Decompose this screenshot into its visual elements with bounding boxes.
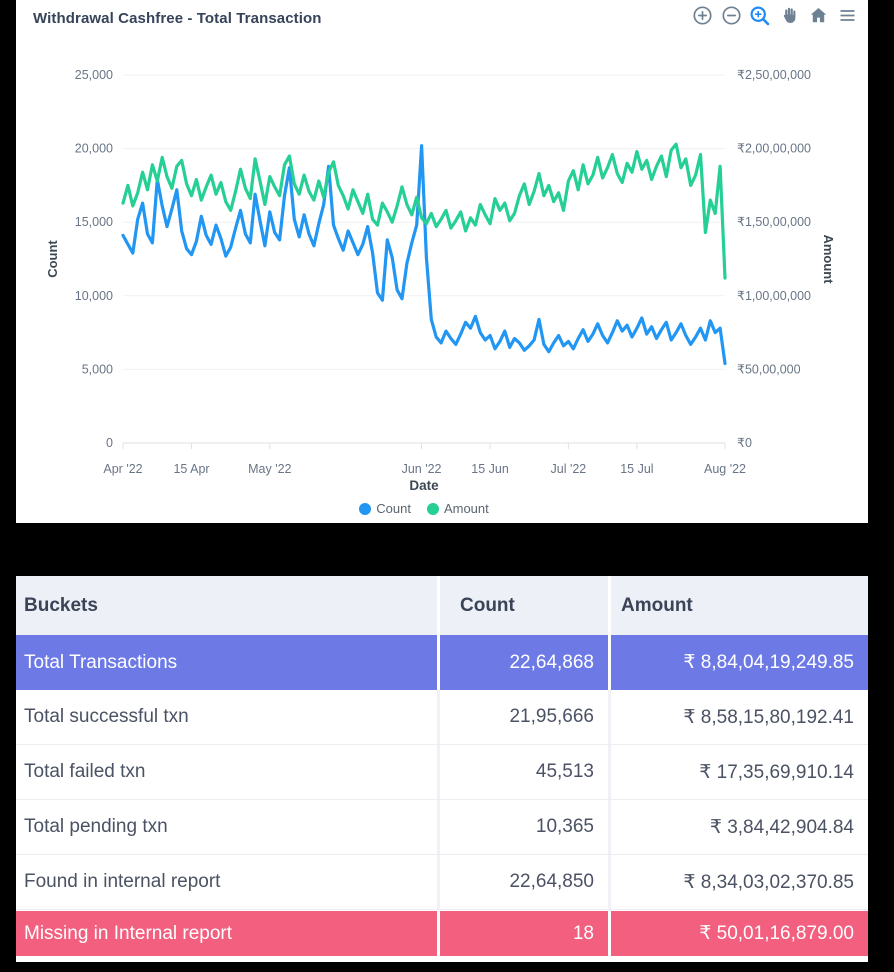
summary-table: Buckets Count Amount Total Transactions 22,6… [16, 576, 868, 962]
y-left-tick-label: 25,000 [75, 68, 113, 82]
x-axis-title: Date [409, 478, 439, 493]
bucket-cell: Total failed txn [16, 745, 440, 799]
amount-cell: ₹ 8,58,15,80,192.41 [683, 706, 854, 728]
bucket-cell: Total Transactions [16, 635, 440, 690]
bucket-cell: Total successful txn [16, 690, 440, 744]
count-cell: 45,513 [440, 745, 611, 799]
legend-marker-count [359, 502, 372, 515]
chart-legend: Count Amount [123, 501, 725, 516]
menu-icon [837, 5, 858, 31]
legend-item-count[interactable]: Count [359, 501, 411, 516]
count-cell: 10,365 [440, 800, 611, 854]
count-cell: 18 [440, 911, 611, 956]
series-line-count [121, 144, 727, 366]
y-left-axis-title: Count [45, 240, 60, 278]
bucket-cell: Missing in Internal report [16, 911, 440, 956]
table-header-row: Buckets Count Amount [16, 576, 868, 635]
table-row: Total pending txn 10,365 ₹ 3,84,42,904.84 [16, 800, 868, 855]
pan-icon [779, 5, 800, 31]
pan-button[interactable] [778, 7, 800, 29]
y-right-tick-label: ₹1,50,00,000 [737, 215, 811, 229]
menu-button[interactable] [836, 7, 858, 29]
amount-cell: ₹ 8,34,03,02,370.85 [683, 871, 854, 893]
count-cell: 22,64,850 [440, 855, 611, 909]
amount-cell: ₹ 50,01,16,879.00 [699, 923, 854, 944]
legend-label: Count [376, 501, 411, 516]
legend-marker-amount [426, 502, 439, 515]
zoom-in-button[interactable] [691, 5, 713, 31]
column-header-amount: Amount [621, 594, 693, 616]
table-row: Total successful txn 21,95,666 ₹ 8,58,15,8… [16, 690, 868, 745]
count-cell: 22,64,868 [440, 635, 611, 690]
x-tick-label: Aug '22 [704, 462, 746, 476]
column-header-count: Count [440, 576, 611, 635]
y-left-tick-label: 15,000 [75, 215, 113, 229]
series-line-amount [121, 142, 727, 280]
home-button[interactable] [807, 7, 829, 29]
selection-zoom-button[interactable] [749, 5, 771, 32]
y-left-tick-label: 10,000 [75, 289, 113, 303]
x-tick-label: Apr '22 [103, 462, 142, 476]
selection-zoom-icon [749, 5, 771, 32]
zoom-out-button[interactable] [720, 5, 742, 31]
y-left-tick-label: 20,000 [75, 142, 113, 156]
table-row: Found in internal report 22,64,850 ₹ 8,34,… [16, 855, 868, 910]
bucket-cell: Found in internal report [16, 855, 440, 909]
table-row: Total Transactions 22,64,868 ₹ 8,84,04,19,… [16, 635, 868, 690]
x-tick-label: 15 Jul [620, 462, 653, 476]
y-right-tick-label: ₹2,50,00,000 [737, 68, 811, 82]
legend-label: Amount [443, 501, 489, 516]
x-tick-label: Jun '22 [402, 462, 442, 476]
zoom-in-icon [692, 5, 713, 31]
y-right-axis-title: Amount [821, 234, 836, 284]
amount-cell: ₹ 8,84,04,19,249.85 [683, 652, 854, 673]
y-right-tick-label: ₹50,00,000 [737, 362, 801, 376]
zoom-out-icon [721, 5, 742, 31]
x-tick-label: 15 Jun [471, 462, 509, 476]
bucket-cell: Total pending txn [16, 800, 440, 854]
chart-title: Withdrawal Cashfree - Total Transaction [33, 10, 322, 27]
chart-panel: Withdrawal Cashfree - Total Transaction … [16, 0, 868, 523]
table-row: Total failed txn 45,513 ₹ 17,35,69,910.14 [16, 745, 868, 800]
table-row: Missing in Internal report 18 ₹ 50,01,16,8… [16, 910, 868, 956]
amount-cell: ₹ 3,84,42,904.84 [709, 816, 854, 838]
column-header-buckets: Buckets [16, 576, 440, 635]
y-right-tick-label: ₹2,00,00,000 [737, 142, 811, 156]
y-right-tick-label: ₹1,00,00,000 [737, 289, 811, 303]
x-tick-label: Jul '22 [551, 462, 587, 476]
amount-cell: ₹ 17,35,69,910.14 [699, 761, 854, 783]
chart-plot-area[interactable]: 25,000 ₹2,50,00,000 20,000 ₹2,00,00,000 15,0… [16, 0, 868, 523]
chart-toolbar [691, 5, 858, 32]
x-tick-label: May '22 [248, 462, 291, 476]
count-cell: 21,95,666 [440, 690, 611, 744]
x-tick-label: 15 Apr [173, 462, 209, 476]
home-icon [808, 5, 829, 31]
y-left-tick-label: 0 [106, 436, 113, 450]
legend-item-amount[interactable]: Amount [426, 501, 489, 516]
y-left-tick-label: 5,000 [82, 362, 113, 376]
y-right-tick-label: ₹0 [737, 436, 752, 450]
